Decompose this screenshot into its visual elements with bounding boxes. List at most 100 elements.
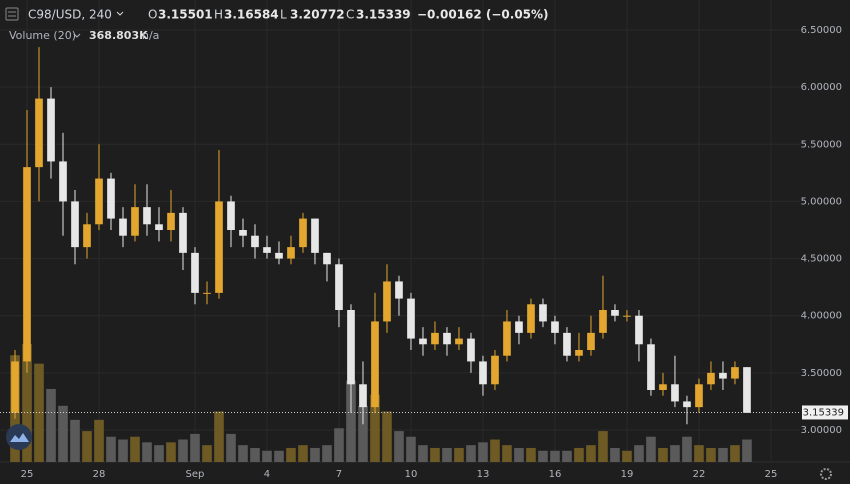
symbol[interactable]: C98/USD, 240: [28, 8, 112, 22]
candle-body: [299, 218, 307, 248]
volume-bar: [166, 442, 176, 462]
volume-ma: n/a: [142, 29, 159, 42]
ohlc-label: C: [346, 8, 354, 22]
candle-body: [35, 98, 43, 168]
volume-bar: [22, 344, 32, 462]
volume-bar: [586, 445, 596, 462]
volume-bar: [142, 442, 152, 462]
candle-body: [635, 315, 643, 345]
candle-body: [311, 218, 319, 253]
candle-body: [575, 350, 583, 356]
volume-bar: [34, 363, 44, 462]
volume-bar: [106, 436, 116, 462]
volume-bar: [118, 439, 128, 462]
candle-body: [47, 98, 55, 162]
volume-bar: [478, 442, 488, 462]
volume-bar: [442, 447, 452, 462]
volume-bar: [382, 411, 392, 462]
candle-body: [59, 161, 67, 202]
volume-bar: [418, 445, 428, 462]
volume-bar: [82, 431, 92, 462]
volume-bar: [646, 436, 656, 462]
volume-bar: [718, 447, 728, 462]
candle-body: [731, 367, 739, 379]
candle-body: [467, 338, 475, 362]
dropdown-icon[interactable]: [73, 33, 81, 38]
volume-bar: [70, 419, 80, 462]
volume-bar: [298, 445, 308, 462]
volume-bar: [190, 433, 200, 462]
candle-body: [695, 384, 703, 408]
candle-body: [563, 332, 571, 356]
candle-body: [179, 212, 187, 253]
volume-bar: [226, 433, 236, 462]
candle-body: [263, 247, 271, 253]
ohlc-legend: O 3.15501 H 3.16584 L 3.20772 C 3.15339: [148, 8, 411, 22]
logo-mark: [10, 433, 29, 442]
x-tick-label: Sep: [186, 469, 205, 480]
candle-body: [71, 201, 79, 248]
volume-bar: [238, 445, 248, 462]
last-price-label: 3.15339: [803, 407, 844, 418]
volume-bar: [58, 405, 68, 462]
candle-body: [359, 384, 367, 408]
candle-body: [191, 252, 199, 293]
candle-body: [431, 332, 439, 345]
y-tick-label: 4.00000: [801, 311, 842, 322]
volume-bar: [178, 439, 188, 462]
overlay: 3.15339: [0, 405, 848, 420]
volume-bar: [610, 447, 620, 462]
candle-body: [83, 224, 91, 248]
candle-body: [611, 310, 619, 316]
candle-body: [599, 310, 607, 333]
candle-body: [11, 361, 19, 413]
volume-bar: [334, 428, 344, 462]
candle-body: [587, 332, 595, 350]
dropdown-icon[interactable]: [116, 11, 124, 16]
volume-bar: [202, 445, 212, 462]
x-tick-label: 7: [336, 469, 342, 480]
y-tick-label: 5.00000: [801, 196, 842, 207]
candle-body: [503, 321, 511, 356]
volume-bar: [598, 431, 608, 462]
volume-bar: [634, 445, 644, 462]
volume-bar: [130, 436, 140, 462]
volume-bar: [394, 431, 404, 462]
candle-body: [743, 367, 751, 413]
candle-body: [335, 264, 343, 310]
candle-body: [623, 315, 631, 317]
volume-bar: [490, 439, 500, 462]
volume-bar: [694, 445, 704, 462]
candle-body: [515, 321, 523, 333]
volume-bar: [466, 445, 476, 462]
ohlc-value: 3.20772: [290, 8, 345, 22]
volume-title: Volume (20): [9, 29, 76, 42]
volume-bar: [514, 447, 524, 462]
volume-bar: [94, 419, 104, 462]
volume-bar: [622, 450, 632, 462]
y-tick-label: 6.00000: [801, 82, 842, 93]
volume-bar: [346, 380, 356, 462]
y-tick-label: 3.50000: [801, 368, 842, 379]
logo[interactable]: [6, 424, 32, 450]
volume-bar: [538, 450, 548, 462]
volume-bar: [358, 405, 368, 462]
candle-body: [407, 298, 415, 339]
candle-body: [323, 252, 331, 265]
volume-bar: [214, 411, 224, 462]
settings-icon[interactable]: [820, 468, 832, 480]
volume-bar: [682, 436, 692, 462]
ohlc-label: H: [214, 8, 223, 22]
volume-bar: [370, 394, 380, 462]
volume-bar: [154, 445, 164, 462]
candle-body: [707, 372, 715, 385]
volume-bar: [274, 450, 284, 462]
candle-body: [143, 207, 151, 225]
collapse-icon[interactable]: [5, 7, 19, 21]
x-tick-label: 19: [621, 469, 634, 480]
volume-bar: [562, 450, 572, 462]
volume-bar: [706, 447, 716, 462]
candle-body: [167, 212, 175, 230]
